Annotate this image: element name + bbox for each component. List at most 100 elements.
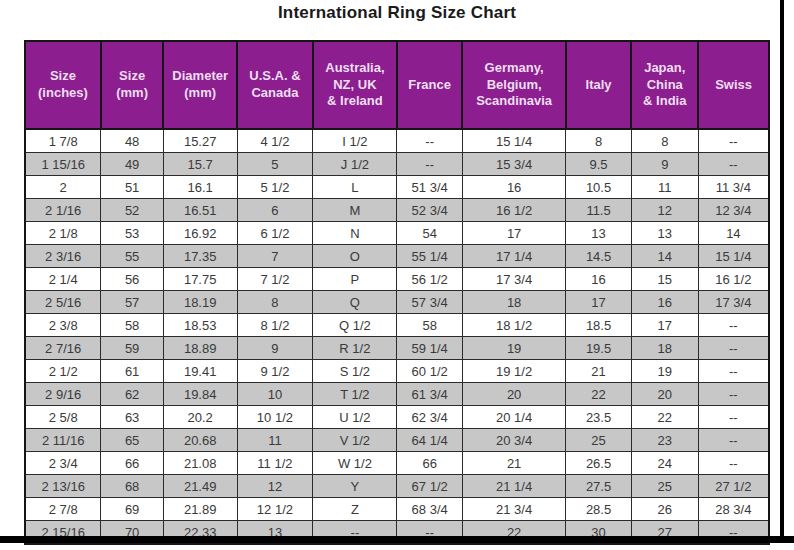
header-row: Size (inches)Size (mm)Diameter (mm)U.S.A… <box>25 41 769 129</box>
cell: Z <box>313 498 397 521</box>
cell: 16.92 <box>163 222 237 245</box>
cell: 21.08 <box>163 452 237 475</box>
cell: 25 <box>566 429 631 452</box>
table-row: 1 7/84815.274 1/2I 1/2--15 1/488-- <box>25 129 769 153</box>
cell: 8 <box>237 291 313 314</box>
cell: Y <box>313 475 397 498</box>
cell: 16 1/2 <box>462 199 565 222</box>
cell: 64 1/4 <box>397 429 462 452</box>
cell: 18.5 <box>566 314 631 337</box>
column-header-9: Japan, China & India <box>631 41 698 129</box>
cell: 15.27 <box>163 129 237 153</box>
cell: 52 <box>101 199 163 222</box>
cell: -- <box>698 337 769 360</box>
cell: 21 1/4 <box>462 475 565 498</box>
cell: 15 1/4 <box>698 245 769 268</box>
cell: 16 <box>631 291 698 314</box>
cell: 7 1/2 <box>237 268 313 291</box>
cell: 2 5/16 <box>25 291 101 314</box>
cell: 21.49 <box>163 475 237 498</box>
cell: 12 3/4 <box>698 199 769 222</box>
cell: 6 1/2 <box>237 222 313 245</box>
cell: 25 <box>631 475 698 498</box>
table-row: 2 3/165517.357O55 1/417 1/414.51415 1/4 <box>25 245 769 268</box>
cell: 58 <box>397 314 462 337</box>
cell: 28 3/4 <box>698 498 769 521</box>
cell: 17.75 <box>163 268 237 291</box>
cell: 16.1 <box>163 176 237 199</box>
cell: 9 <box>237 337 313 360</box>
cell: 17 3/4 <box>462 268 565 291</box>
cell: 18 <box>462 291 565 314</box>
cell: 68 <box>101 475 163 498</box>
cell: 21 <box>566 360 631 383</box>
cell: 19 1/2 <box>462 360 565 383</box>
cell: 21.89 <box>163 498 237 521</box>
column-header-4: U.S.A. & Canada <box>237 41 313 129</box>
cell: 5 <box>237 153 313 176</box>
cell: 2 3/16 <box>25 245 101 268</box>
cell: -- <box>698 429 769 452</box>
cell: 4 1/2 <box>237 129 313 153</box>
cell: 61 3/4 <box>397 383 462 406</box>
cell: 60 1/2 <box>397 360 462 383</box>
cell: 11 <box>631 176 698 199</box>
cell: 26 <box>631 498 698 521</box>
cell: I 1/2 <box>313 129 397 153</box>
cell: W 1/2 <box>313 452 397 475</box>
cell: 67 1/2 <box>397 475 462 498</box>
cell: 11.5 <box>566 199 631 222</box>
table-row: 2 7/86921.8912 1/2Z68 3/421 3/428.52628 … <box>25 498 769 521</box>
column-header-1: Size (inches) <box>25 41 101 129</box>
cell: 12 <box>237 475 313 498</box>
column-header-5: Australia, NZ, UK & Ireland <box>313 41 397 129</box>
cell: 19.5 <box>566 337 631 360</box>
cell: 19 <box>462 337 565 360</box>
table-row: 1 15/164915.75J 1/2--15 3/49.59-- <box>25 153 769 176</box>
cell: 52 3/4 <box>397 199 462 222</box>
cell: 20 <box>631 383 698 406</box>
cell: -- <box>698 360 769 383</box>
cell: 24 <box>631 452 698 475</box>
cell: 27.5 <box>566 475 631 498</box>
cell: 66 <box>397 452 462 475</box>
cell: 19.84 <box>163 383 237 406</box>
cell: 2 7/8 <box>25 498 101 521</box>
cell: 16.51 <box>163 199 237 222</box>
cell: 63 <box>101 406 163 429</box>
page-border-right <box>780 0 784 543</box>
cell: 9 1/2 <box>237 360 313 383</box>
cell: -- <box>698 383 769 406</box>
cell: 17 <box>631 314 698 337</box>
cell: 9.5 <box>566 153 631 176</box>
cell: 8 <box>566 129 631 153</box>
cell: -- <box>698 153 769 176</box>
page: International Ring Size Chart Size (inch… <box>0 0 794 550</box>
table-row: 2 3/85818.538 1/2Q 1/25818 1/218.517-- <box>25 314 769 337</box>
cell: 6 <box>237 199 313 222</box>
cell: 20 1/4 <box>462 406 565 429</box>
cell: 59 1/4 <box>397 337 462 360</box>
cell: Q <box>313 291 397 314</box>
cell: 2 1/16 <box>25 199 101 222</box>
cell: V 1/2 <box>313 429 397 452</box>
cell: 16 <box>462 176 565 199</box>
table-row: 2 9/166219.8410T 1/261 3/4202220-- <box>25 383 769 406</box>
column-header-8: Italy <box>566 41 631 129</box>
cell: 10 1/2 <box>237 406 313 429</box>
cell: P <box>313 268 397 291</box>
cell: 5 1/2 <box>237 176 313 199</box>
cell: 49 <box>101 153 163 176</box>
cell: 69 <box>101 498 163 521</box>
cell: L <box>313 176 397 199</box>
cell: 2 9/16 <box>25 383 101 406</box>
cell: 7 <box>237 245 313 268</box>
table-row: 2 3/46621.0811 1/2W 1/2662126.524-- <box>25 452 769 475</box>
cell: 54 <box>397 222 462 245</box>
cell: 8 <box>631 129 698 153</box>
cell: 13 <box>566 222 631 245</box>
cell: Q 1/2 <box>313 314 397 337</box>
cell: 57 <box>101 291 163 314</box>
table-row: 2 13/166821.4912Y67 1/221 1/427.52527 1/… <box>25 475 769 498</box>
cell: 59 <box>101 337 163 360</box>
